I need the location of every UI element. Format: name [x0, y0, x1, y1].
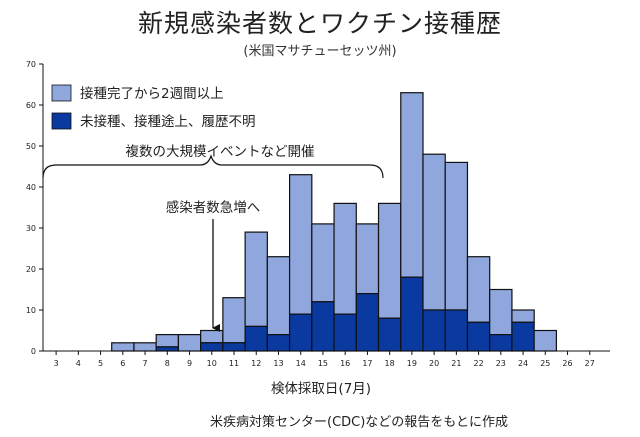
y-tick-label: 40	[26, 183, 36, 192]
x-tick-label: 21	[451, 359, 461, 368]
x-tick-label: 15	[318, 359, 328, 368]
bar-vaccinated	[177, 334, 202, 352]
surge-annotation-label: 感染者数急増へ	[166, 199, 261, 216]
x-tick-label: 19	[407, 359, 417, 368]
y-tick-label: 30	[26, 224, 36, 233]
x-tick-label: 5	[98, 359, 103, 368]
bar-vaccinated	[400, 92, 424, 278]
x-tick-label: 13	[273, 359, 283, 368]
x-tick-label: 3	[54, 359, 59, 368]
x-tick-label: 11	[229, 359, 239, 368]
bar-vaccinated	[311, 223, 335, 303]
x-tick-label: 20	[429, 359, 439, 368]
event-annotation-label: 複数の大規模イベントなど開催	[126, 143, 315, 160]
bar-unvaccinated	[288, 313, 313, 352]
bar-vaccinated	[422, 153, 446, 311]
bar-vaccinated	[111, 342, 135, 352]
x-axis-label: 検体採取日(7月)	[271, 381, 371, 397]
bar-vaccinated	[333, 202, 357, 315]
bar-vaccinated	[511, 309, 535, 323]
x-tick-label: 4	[76, 359, 81, 368]
x-tick-label: 7	[143, 359, 148, 368]
x-tick-label: 24	[518, 359, 528, 368]
legend-swatch	[51, 112, 72, 130]
x-tick-label: 18	[385, 359, 395, 368]
x-tick-label: 27	[585, 359, 595, 368]
x-tick-label: 9	[187, 359, 192, 368]
bar-unvaccinated	[444, 309, 469, 352]
bar-unvaccinated	[155, 346, 180, 352]
x-tick-label: 10	[207, 359, 217, 368]
x-tick-label: 14	[296, 359, 306, 368]
bar-vaccinated	[355, 223, 380, 295]
x-tick-label: 6	[120, 359, 125, 368]
bar-vaccinated	[133, 342, 157, 352]
bar-vaccinated	[444, 161, 469, 311]
y-tick-label: 70	[26, 60, 36, 69]
bar-vaccinated	[244, 231, 268, 328]
x-tick-label: 17	[362, 359, 372, 368]
bars	[111, 92, 558, 352]
event-bracket	[42, 154, 384, 179]
y-tick-label: 20	[26, 265, 36, 274]
x-tick-label: 23	[496, 359, 506, 368]
bar-unvaccinated	[422, 309, 446, 352]
bar-unvaccinated	[244, 325, 268, 352]
x-tick-label: 25	[540, 359, 550, 368]
bar-unvaccinated	[355, 293, 380, 352]
legend-label: 未接種、接種途上、履歴不明	[80, 113, 256, 130]
bar-unvaccinated	[333, 313, 357, 352]
bar-unvaccinated	[377, 317, 402, 352]
chart-subtitle: (米国マサチューセッツ州)	[243, 44, 397, 59]
bar-vaccinated	[200, 329, 224, 344]
y-tick-label: 50	[26, 142, 36, 151]
bar-vaccinated	[288, 174, 313, 315]
y-tick-label: 60	[26, 101, 36, 110]
bar-unvaccinated	[311, 301, 335, 352]
y-tick-label: 0	[31, 347, 36, 356]
bar-vaccinated	[377, 202, 402, 319]
bar-unvaccinated	[489, 334, 513, 352]
bar-vaccinated	[466, 256, 491, 323]
x-tick-label: 22	[473, 359, 483, 368]
bar-unvaccinated	[400, 276, 424, 352]
chart-title: 新規感染者数とワクチン接種歴	[137, 9, 502, 38]
bar-vaccinated	[222, 297, 246, 344]
y-axis: 0 10 20 30 40 50 60 70	[26, 60, 44, 356]
legend-label: 接種完了から2週間以上	[80, 85, 224, 102]
bar-vaccinated	[155, 334, 180, 348]
x-tick-label: 26	[562, 359, 572, 368]
x-tick-label: 8	[165, 359, 170, 368]
source-note: 米疾病対策センター(CDC)などの報告をもとに作成	[210, 415, 509, 430]
bar-unvaccinated	[466, 321, 491, 352]
x-tick-label: 12	[251, 359, 261, 368]
x-tick-label: 16	[340, 359, 350, 368]
legend-swatch	[51, 84, 72, 102]
bar-vaccinated	[266, 256, 291, 336]
bar-unvaccinated	[200, 342, 224, 352]
annotations: 複数の大規模イベントなど開催 感染者数急増へ	[42, 143, 384, 332]
bar-vaccinated	[533, 329, 558, 352]
y-tick-label: 10	[26, 306, 36, 315]
bar-unvaccinated	[222, 342, 246, 352]
bar-unvaccinated	[511, 321, 535, 352]
x-axis: 3 4 5 6 7 8 9 10 11 12 13 14 15 16 17 18 19 20 21 22 23 24 25 2…	[43, 350, 610, 368]
bar-unvaccinated	[266, 334, 291, 352]
bar-vaccinated	[489, 288, 513, 336]
